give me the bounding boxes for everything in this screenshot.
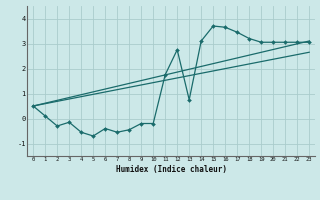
- X-axis label: Humidex (Indice chaleur): Humidex (Indice chaleur): [116, 165, 227, 174]
